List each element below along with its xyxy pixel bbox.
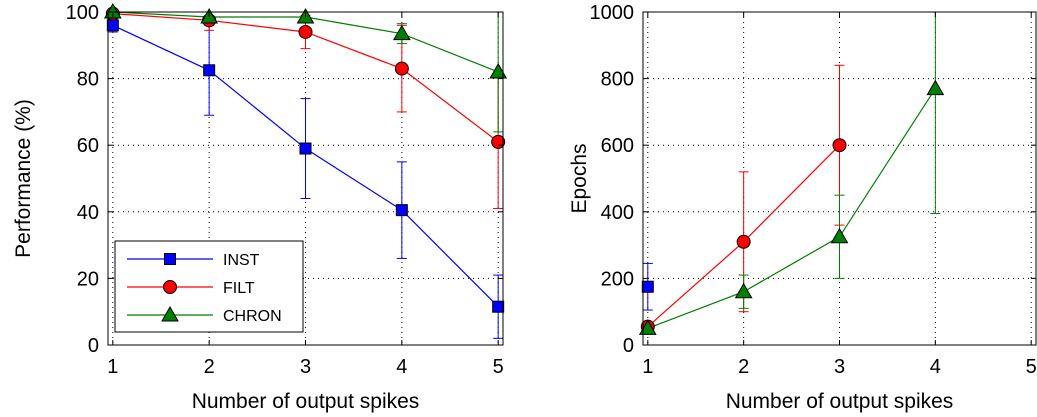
x-tick-label: 3 (834, 356, 845, 378)
y-tick-label: 800 (601, 69, 634, 91)
data-point (641, 280, 654, 293)
markers-chron (638, 79, 945, 335)
y-tick-label: 200 (601, 268, 634, 290)
x-tick-label: 4 (396, 356, 407, 378)
x-axis-label: Number of output spikes (192, 390, 420, 413)
legend-label: FILT (223, 280, 255, 297)
y-tick-label: 100 (66, 2, 99, 24)
data-point (734, 282, 753, 299)
series-chron (643, 12, 941, 333)
data-point (106, 19, 119, 32)
x-tick-label: 3 (300, 356, 311, 378)
x-tick-label: 5 (1026, 356, 1037, 378)
x-tick-label: 2 (738, 356, 749, 378)
legend-marker (164, 253, 176, 265)
x-tick-label: 1 (107, 356, 118, 378)
data-point (394, 61, 409, 76)
data-point (736, 234, 751, 249)
data-point (492, 300, 505, 313)
series-line (647, 88, 936, 329)
data-point (203, 64, 216, 77)
data-point (298, 24, 313, 39)
legend-label: CHRON (223, 308, 282, 325)
y-axis-label: Epochs (568, 143, 591, 213)
x-axis-label: Number of output spikes (726, 390, 954, 413)
x-tick-label: 4 (930, 356, 941, 378)
y-tick-label: 60 (77, 135, 99, 157)
y-tick-label: 0 (623, 335, 634, 357)
legend: INST FILT CHRON (114, 240, 304, 333)
markers-inst (641, 280, 654, 293)
legend-label: INST (223, 252, 260, 269)
legend-marker (161, 305, 179, 322)
data-point (299, 142, 312, 155)
y-tick-label: 1000 (590, 2, 635, 24)
data-point (489, 62, 508, 79)
data-point (392, 24, 411, 41)
y-tick-label: 600 (601, 135, 634, 157)
y-tick-label: 20 (77, 268, 99, 290)
data-point (103, 2, 122, 19)
y-tick-label: 80 (77, 69, 99, 91)
data-point (395, 204, 408, 217)
series-group (643, 12, 941, 333)
markers-inst (106, 19, 505, 313)
y-tick-label: 40 (77, 202, 99, 224)
y-tick-label: 0 (88, 335, 99, 357)
x-tick-label: 5 (493, 356, 504, 378)
legend-marker (163, 280, 177, 294)
y-tick-label: 400 (601, 202, 634, 224)
x-tick-label: 1 (642, 356, 653, 378)
data-point (638, 319, 657, 335)
plot-panel-1: 1 2 3 4 5 0 20 40 60 80 100 Number of output spikes… (12, 2, 508, 413)
data-point (926, 79, 945, 96)
plot-panel-2: 1 2 3 4 5 0 200 400 600 800 1000 Number of output s… (568, 2, 1037, 413)
data-point (832, 138, 847, 153)
data-point (830, 227, 849, 244)
x-tick-label: 2 (204, 356, 215, 378)
y-axis-label: Performance (%) (12, 99, 35, 258)
